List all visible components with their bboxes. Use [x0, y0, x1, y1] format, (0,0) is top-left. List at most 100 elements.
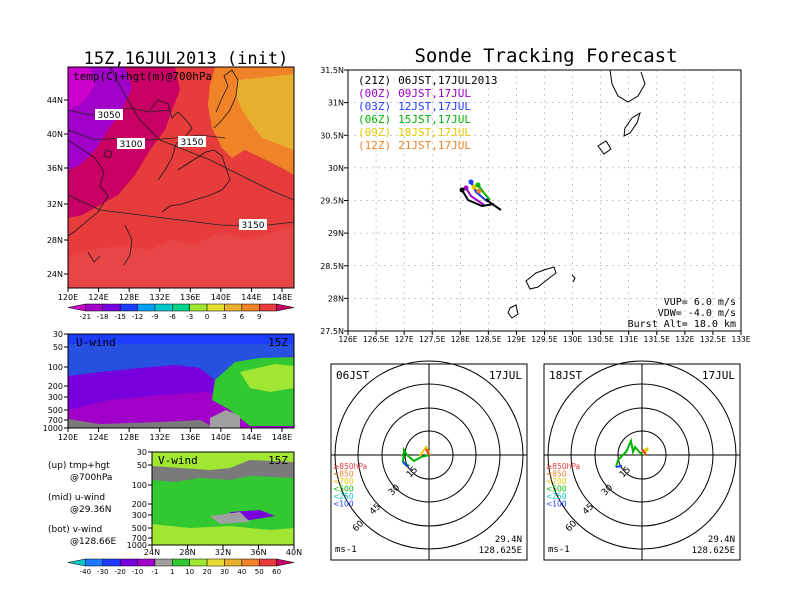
x-tick-label: 124E	[88, 293, 108, 302]
u-wind-label: U-wind	[76, 336, 116, 349]
pressure-legend-item: <850	[546, 470, 567, 479]
hodo-lat: 29.4N	[708, 535, 735, 545]
colorbar-label: -1	[151, 568, 158, 576]
x-tick-label: 132E	[150, 433, 170, 442]
colorbar-label: 60	[272, 568, 281, 576]
pressure-legend-item: <250	[333, 492, 354, 501]
y-tick-label: 700	[48, 416, 63, 425]
colorbar-swatch	[241, 558, 260, 567]
x-tick-label: 36N	[250, 548, 266, 557]
y-tick-label: 500	[48, 406, 63, 415]
hodo-lon: 128.625E	[479, 546, 522, 556]
y-tick-label: 30.5N	[320, 131, 344, 140]
hodo-date: 17JUL	[489, 369, 522, 382]
temperature-colorbar-labels: -21 -18 -15 -12 -9 -6 -3 0 3 6 9	[80, 313, 262, 321]
colorbar-swatch	[67, 303, 86, 312]
launch-code: (12Z)	[358, 139, 391, 152]
svg-text:(09Z)18JST,17JUL: (09Z) 18JST,17JUL	[358, 126, 471, 139]
note-line: (up) tmp+hgt	[48, 461, 110, 471]
colorbar-label: 50	[255, 568, 264, 576]
y-tick-label: 700	[132, 534, 147, 543]
map-label: temp(C)+hgt(m)@700hPa	[73, 70, 212, 83]
track-map-x-axis: 126E 126.5E 127E 127.5E 128E 128.5E 129E 129.5E…	[338, 331, 751, 344]
y-tick-label: 24N	[47, 270, 63, 279]
colorbar-label: -40	[80, 568, 91, 576]
y-tick-label: 29.5N	[320, 197, 344, 206]
x-tick-label: 136E	[180, 293, 200, 302]
y-tick-label: 100	[132, 481, 147, 490]
x-tick-label: 144E	[241, 293, 261, 302]
x-tick-label: 127.5E	[419, 335, 445, 344]
y-tick-label: 50	[53, 343, 63, 352]
contour-label: 3050	[98, 111, 121, 121]
launch-time: 12JST,17JUL	[398, 100, 471, 113]
temperature-map: 3050 3100 3150 3150 temp(C)+hgt(m)@700hP…	[67, 66, 295, 289]
y-tick-label: 50	[137, 461, 147, 470]
colorbar-swatch	[276, 303, 295, 312]
x-tick-label: 130E	[563, 335, 582, 344]
x-tick-label: 32N	[215, 548, 231, 557]
launch-time: 21JST,17JUL	[398, 139, 471, 152]
y-tick-label: 28N	[328, 294, 344, 303]
x-tick-label: 40N	[286, 548, 302, 557]
colorbar-swatch	[224, 558, 243, 567]
note-line: (mid) u-wind	[48, 493, 105, 503]
colorbar-swatch	[172, 303, 190, 312]
v-wind-x-axis: 24N 28N 32N 36N 40N	[144, 545, 302, 557]
pressure-legend-item: <250	[546, 492, 567, 501]
colorbar-swatch	[241, 303, 260, 312]
y-tick-label: 29N	[328, 229, 344, 238]
u-wind-panel: U-wind 15Z	[67, 333, 295, 429]
y-tick-label: 200	[48, 382, 63, 391]
colorbar-swatch	[67, 558, 86, 567]
param-burst: Burst Alt= 18.0 km	[628, 319, 736, 330]
pressure-legend-item: <700	[333, 477, 354, 486]
note-line: (bot) v-wind	[48, 525, 102, 535]
x-tick-label: 140E	[211, 433, 231, 442]
pressure-legend-item: <100	[333, 500, 354, 509]
y-tick-label: 300	[132, 511, 147, 520]
x-tick-label: 128E	[451, 335, 470, 344]
colorbar-swatch	[189, 558, 208, 567]
colorbar-label: 6	[240, 313, 245, 321]
v-wind-panel: V-wind 15Z	[151, 451, 295, 546]
v-wind-label: V-wind	[158, 454, 198, 467]
y-tick-label: 28.5N	[320, 262, 344, 271]
wind-colorbar	[67, 558, 295, 567]
y-tick-label: 30	[137, 448, 147, 457]
colorbar-swatch	[206, 303, 225, 312]
x-tick-label: 133E	[731, 335, 750, 344]
y-tick-label: 1000	[43, 424, 63, 433]
colorbar-label: -9	[151, 313, 158, 321]
launch-time: 06JST,17JUL2013	[398, 74, 497, 87]
colorbar-label: 40	[237, 568, 246, 576]
y-tick-label: 1000	[127, 541, 147, 550]
v-wind-time: 15Z	[268, 454, 288, 467]
y-tick-label: 44N	[47, 96, 63, 105]
y-tick-label: 40N	[47, 130, 63, 139]
colorbar-label: 20	[203, 568, 212, 576]
colorbar-label: -30	[97, 568, 108, 576]
temperature-colorbar	[67, 303, 295, 312]
temperature-map-x-axis: 120E 124E 128E 132E 136E 140E 144E 148E	[58, 288, 292, 302]
panel-notes: (up) tmp+hgt @700hPa (mid) u-wind @29.36…	[48, 461, 116, 547]
contour-label: 3100	[120, 140, 143, 150]
y-tick-label: 500	[132, 524, 147, 533]
colorbar-swatch	[119, 303, 138, 312]
pressure-legend-item: ≥850hPa	[546, 462, 580, 471]
track-map	[347, 69, 742, 332]
track-map-y-axis: 31.5N 31N 30.5N 30N 29.5N 29N 28.5N 28N 27.5N	[320, 66, 348, 336]
pressure-legend-item: <700	[546, 477, 567, 486]
note-line: @700hPa	[70, 473, 112, 483]
colorbar-swatch	[85, 558, 104, 567]
colorbar-swatch	[85, 303, 104, 312]
launch-time: 09JST,17JUL	[398, 87, 471, 100]
hodo-unit: ms-1	[548, 545, 570, 555]
colorbar-swatch	[154, 303, 173, 312]
colorbar-swatch	[258, 558, 277, 567]
colorbar-swatch	[137, 558, 156, 567]
x-tick-label: 126.5E	[363, 335, 389, 344]
hodo-lat: 29.4N	[495, 535, 522, 545]
